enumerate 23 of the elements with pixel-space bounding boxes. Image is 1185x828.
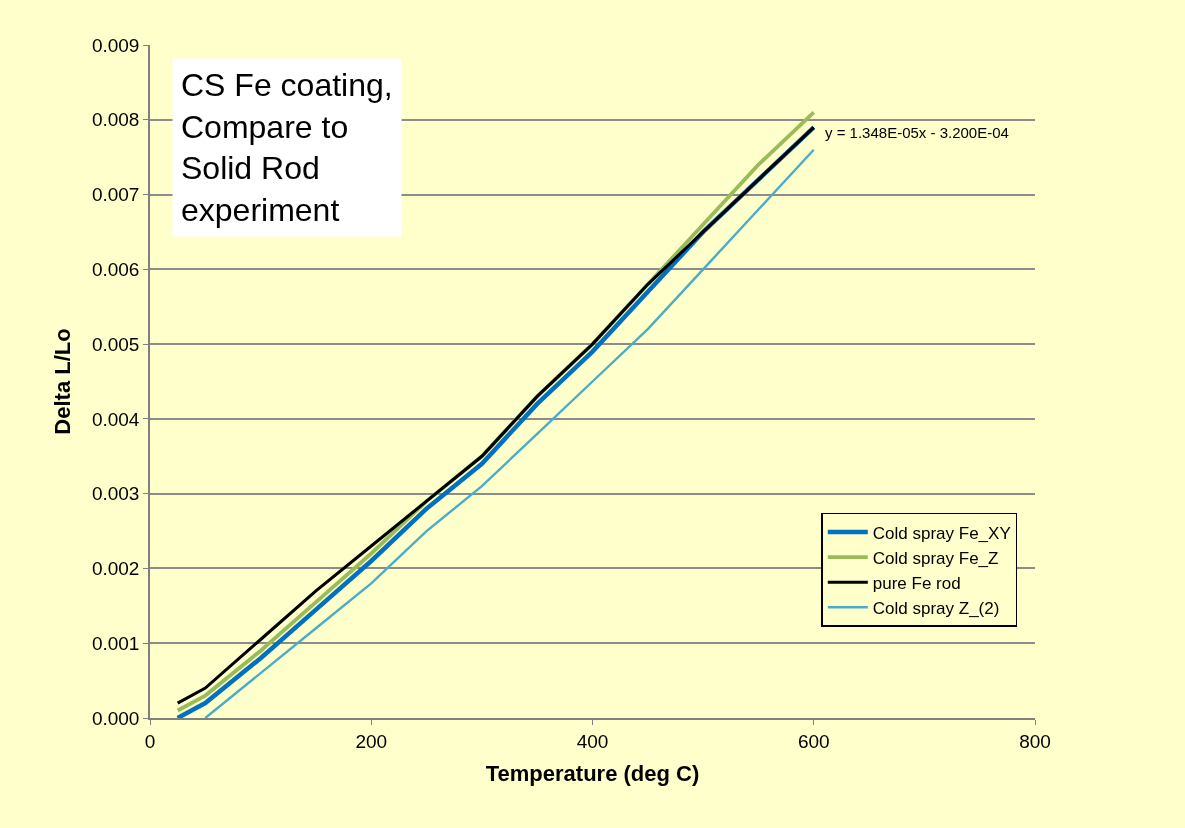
y-tick-label: 0.007 [91, 184, 140, 206]
x-tick-label: 200 [355, 730, 388, 752]
y-tick-label: 0.002 [91, 558, 140, 580]
y-axis-title: Delta L/Lo [50, 328, 76, 435]
legend-label: Cold spray Fe_Z [872, 548, 999, 568]
x-tick-label: 0 [144, 730, 156, 752]
annotation: CS Fe coating, Compare to Solid Rod experiment [181, 67, 393, 228]
y-tick-label: 0.008 [91, 109, 140, 131]
legend-label: pure Fe rod [872, 573, 961, 593]
annotation: y = 1.348E-05x - 3.200E-04 [825, 124, 1009, 141]
x-tick-label: 600 [797, 730, 830, 752]
x-tick-label: 400 [576, 730, 609, 752]
x-axis-title: Temperature (deg C) [485, 760, 700, 786]
x-tick-label: 800 [1019, 730, 1051, 752]
y-tick-label: 0.000 [91, 707, 140, 729]
y-tick-label: 0.004 [91, 408, 140, 430]
legend-label: Cold spray Z_(2) [872, 598, 1000, 618]
y-tick-label: 0.005 [91, 333, 140, 355]
y-tick-label: 0.009 [91, 34, 140, 56]
y-tick-label: 0.006 [91, 258, 140, 280]
y-tick-label: 0.001 [91, 632, 140, 654]
y-tick-label: 0.003 [91, 483, 140, 505]
legend-label: Cold spray Fe_XY [872, 523, 1011, 543]
